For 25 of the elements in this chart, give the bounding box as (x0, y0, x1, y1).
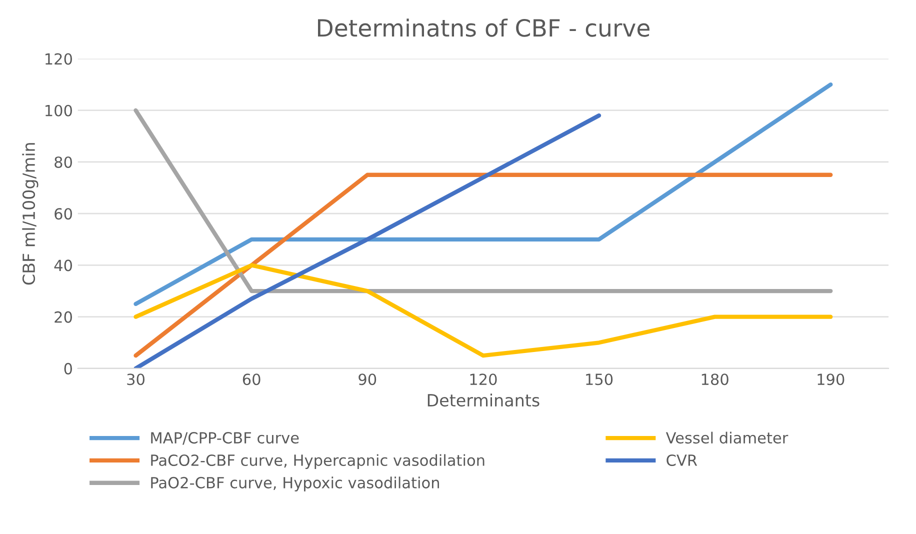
x-tick-label: 180 (702, 374, 728, 386)
x-tick-label: 30 (127, 374, 144, 386)
legend-label: Vessel diameter (666, 432, 788, 444)
x-tick-label: 120 (470, 374, 497, 386)
x-axis-title: Determinants (428, 394, 540, 407)
line-series (134, 263, 833, 358)
legend-label: CVR (666, 454, 698, 466)
y-axis-title: CBF ml/100g/min (22, 143, 38, 285)
line-series (134, 113, 602, 368)
x-tick-label: 60 (242, 374, 260, 386)
y-tick-label: 20 (54, 311, 72, 323)
y-tick-label: 120 (46, 53, 72, 65)
y-tick-label: 100 (46, 104, 72, 116)
line-series (134, 82, 833, 306)
y-tick-label: 60 (54, 208, 72, 220)
legend-label: PaO2-CBF curve, Hypoxic vasodilation (151, 476, 439, 492)
y-tick-label: 0 (64, 362, 72, 374)
x-tick-label: 190 (818, 374, 844, 386)
y-tick-label: 80 (54, 156, 72, 168)
legend-label: PaCO2-CBF curve, Hypercapnic vasodilation (151, 454, 484, 469)
legend-label: MAP/CPP-CBF curve (151, 432, 299, 445)
chart-title: Determinatns of CBF - curve (318, 18, 650, 37)
x-tick-label: 90 (358, 374, 376, 386)
x-tick-label: 150 (586, 374, 613, 386)
y-tick-label: 40 (54, 260, 72, 272)
